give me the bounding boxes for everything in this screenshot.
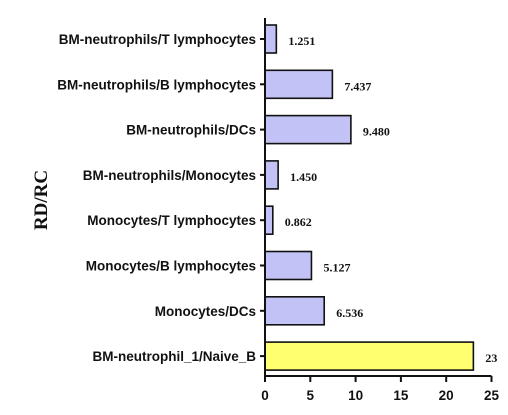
category-label-4: Monocytes/T lymphocytes xyxy=(87,213,256,228)
y-axis-label: RD/RC xyxy=(31,170,52,230)
x-tick-label-2: 10 xyxy=(348,388,363,403)
category-label-5: Monocytes/B lymphocytes xyxy=(86,259,256,274)
bar-0 xyxy=(264,24,278,54)
x-tick-label-3: 15 xyxy=(393,388,409,403)
category-label-0: BM-neutrophils/T lymphocytes xyxy=(59,32,256,47)
value-label-1: 7.437 xyxy=(344,79,371,93)
x-axis-ticks: 0 5 10 15 20 25 xyxy=(261,376,499,403)
value-label-6: 6.536 xyxy=(336,306,363,320)
bar-2 xyxy=(264,114,352,145)
category-label-6: Monocytes/DCs xyxy=(155,304,256,319)
bar-5 xyxy=(264,250,313,281)
bars-layer xyxy=(264,24,475,371)
category-labels: BM-neutrophils/T lymphocytes BM-neutrophi… xyxy=(57,32,256,364)
value-label-0: 1.251 xyxy=(288,34,315,48)
bar-1 xyxy=(264,69,334,100)
category-label-7: BM-neutrophil_1/Naive_B xyxy=(92,349,256,364)
x-tick-label-4: 20 xyxy=(439,388,454,403)
category-label-3: BM-neutrophils/Monocytes xyxy=(83,168,256,183)
value-label-3: 1.450 xyxy=(290,170,317,184)
x-tick-label-1: 5 xyxy=(307,388,315,403)
x-tick-label-0: 0 xyxy=(261,388,269,403)
value-label-2: 9.480 xyxy=(363,125,390,139)
bar-4 xyxy=(264,205,274,235)
y-axis-ticks xyxy=(260,38,265,358)
bar-3 xyxy=(264,160,279,190)
value-labels: 1.251 7.437 9.480 1.450 0.862 5.127 6.536 23 xyxy=(285,34,498,365)
category-label-1: BM-neutrophils/B lymphocytes xyxy=(57,77,256,92)
value-label-4: 0.862 xyxy=(285,215,312,229)
bar-7 xyxy=(264,341,475,371)
bar-6 xyxy=(264,295,326,326)
category-label-2: BM-neutrophils/DCs xyxy=(126,123,256,138)
x-tick-label-5: 25 xyxy=(484,388,500,403)
value-label-7: 23 xyxy=(485,351,497,365)
value-label-5: 5.127 xyxy=(323,261,350,275)
